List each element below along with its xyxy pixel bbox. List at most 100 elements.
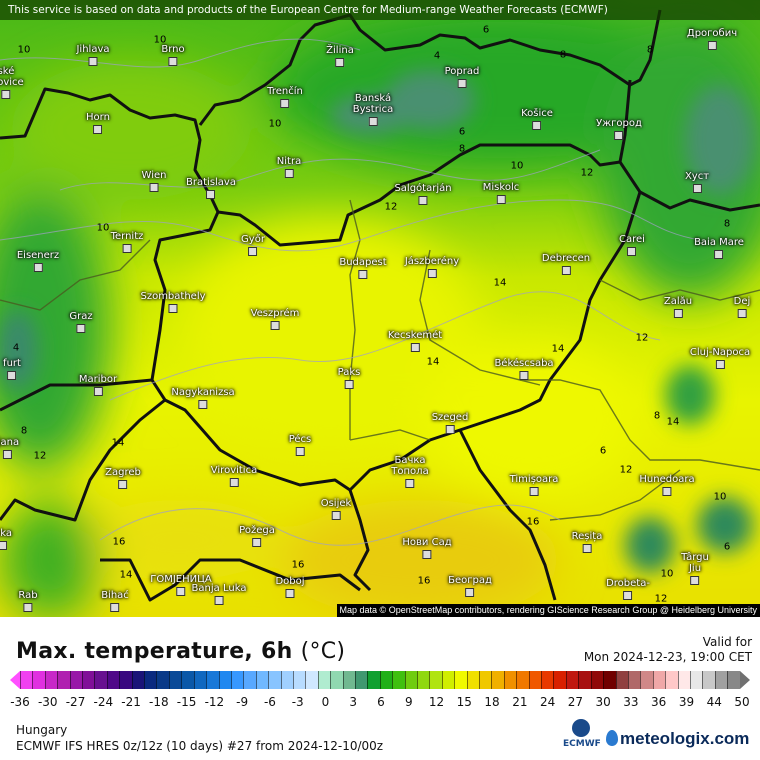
city-marker-icon (422, 550, 432, 559)
city-label: Nitra (277, 156, 301, 178)
isotherm-label: 16 (291, 559, 305, 571)
city-name: Poprad (444, 66, 480, 77)
isotherm-label: 12 (384, 201, 398, 213)
city-label: Paks (338, 367, 360, 389)
city-name: Eisenerz (16, 250, 60, 261)
city-name: Hunedoara (639, 474, 695, 485)
scale-tick: -21 (121, 695, 141, 709)
isotherm-label: 12 (580, 167, 594, 179)
forecast-map[interactable]: This service is based on data and produc… (0, 0, 760, 617)
scale-tick: 50 (734, 695, 750, 709)
scale-tick: 9 (404, 695, 413, 709)
city-label: Osijek (321, 498, 351, 520)
city-marker-icon (168, 304, 178, 313)
isotherm-label: 16 (417, 575, 431, 587)
city-label: ljana (0, 437, 19, 459)
color-segment (119, 671, 132, 689)
city-name: Miskolc (482, 182, 520, 193)
isotherm-label: 10 (153, 34, 167, 46)
city-label: Debrecen (542, 253, 590, 275)
color-segment (503, 671, 517, 689)
scale-tick: -9 (236, 695, 249, 709)
temperature-field (0, 0, 760, 617)
isotherm-label: 8 (559, 49, 567, 61)
color-segment (441, 671, 455, 689)
city-name: Reșița (571, 531, 603, 542)
city-label: Graz (69, 311, 93, 333)
city-marker-icon (7, 371, 17, 380)
color-segment (689, 671, 703, 689)
city-label: ské ějovice (0, 66, 24, 99)
color-segment (479, 671, 492, 689)
isotherm-label: 8 (723, 218, 731, 230)
city-label: eka (0, 528, 12, 550)
scale-tick: 3 (349, 695, 358, 709)
city-name: Graz (69, 311, 93, 322)
city-marker-icon (358, 270, 368, 279)
city-name: Дрогобич (686, 28, 738, 39)
city-marker-icon (561, 266, 571, 275)
scale-tick: -24 (93, 695, 114, 709)
scale-tick-labels: -36 -30 -27 -24 -21 -18 -15 -12 -9 -6 -3 0 3 6 9 12 15 18… (10, 695, 750, 709)
city-label: Bihać (101, 590, 129, 612)
region-name: Hungary (16, 723, 68, 737)
isotherm-label: 14 (111, 437, 125, 449)
color-segment (69, 671, 83, 689)
meteologix-logo[interactable]: meteologix.com (606, 729, 749, 749)
color-segment (392, 671, 405, 689)
color-segment (330, 671, 343, 689)
color-segment (603, 671, 616, 689)
city-marker-icon (284, 169, 294, 178)
scale-tick: -15 (176, 695, 197, 709)
city-name: Београд (448, 575, 492, 586)
scale-tick: 6 (377, 695, 385, 709)
city-marker-icon (110, 603, 120, 612)
color-segment (578, 671, 591, 689)
city-name: Wien (141, 170, 167, 181)
city-marker-icon (457, 79, 467, 88)
city-label: ГОМЈЕНИЦА (150, 574, 212, 596)
color-segment (454, 671, 467, 689)
city-marker-icon (248, 247, 258, 256)
city-marker-icon (285, 589, 295, 598)
map-title: Max. temperature, 6h (°C) (16, 639, 345, 664)
city-marker-icon (614, 131, 624, 140)
city-label: Eisenerz (17, 250, 59, 272)
city-name: Bihać (101, 590, 129, 601)
city-marker-icon (519, 371, 529, 380)
city-label: Győr (241, 234, 265, 256)
color-segment (218, 671, 231, 689)
city-marker-icon (93, 125, 103, 134)
scale-tick: -18 (149, 695, 169, 709)
color-segment (714, 671, 728, 689)
map-attribution[interactable]: Map data © OpenStreetMap contributors, r… (336, 604, 760, 617)
city-name: Maribor (78, 374, 118, 385)
city-label: Бачка Топола (391, 455, 429, 488)
color-segment (32, 671, 45, 689)
city-label: Pécs (289, 434, 311, 456)
city-name: Timișoara (509, 474, 559, 485)
city-label: Doboj (275, 576, 305, 598)
color-segment (342, 671, 355, 689)
color-segment (144, 671, 157, 689)
city-label: Horn (86, 112, 110, 134)
color-segment (367, 671, 380, 689)
color-segment (354, 671, 368, 689)
city-marker-icon (335, 58, 345, 67)
city-name: Požega (239, 525, 275, 536)
color-segment (417, 671, 430, 689)
city-marker-icon (23, 603, 33, 612)
isotherm-label: 4 (433, 50, 441, 62)
city-marker-icon (368, 117, 378, 126)
color-segment (553, 671, 566, 689)
city-name: Carei (619, 234, 645, 245)
isotherm-label: 6 (599, 445, 607, 457)
city-label: Virovitica (211, 465, 257, 487)
isotherm-label: 12 (635, 332, 649, 344)
city-label: Drobeta- (606, 578, 650, 600)
color-segment (665, 671, 678, 689)
color-segment (677, 671, 690, 689)
city-marker-icon (76, 324, 86, 333)
ecmwf-logo-icon (572, 719, 590, 737)
city-name: Debrecen (541, 253, 591, 264)
